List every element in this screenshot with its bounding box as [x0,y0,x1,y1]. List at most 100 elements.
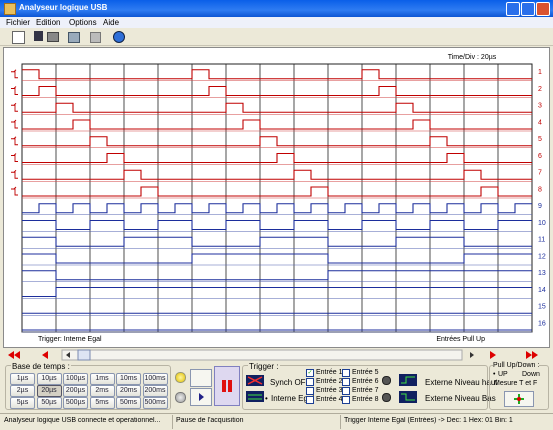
save-icon[interactable] [34,31,43,41]
scroll-right[interactable] [470,352,474,358]
channel-label: 3 [538,103,542,110]
app-icon [4,3,16,15]
checkbox-label[interactable]: Entrée 3 [316,387,343,394]
waveform [22,152,532,164]
scroll-left[interactable] [66,352,70,358]
play-icon [199,393,204,401]
icon-bg [399,374,417,386]
timebase-button[interactable]: 1µs [10,373,35,385]
timebase-button[interactable]: 5ms [89,397,115,409]
timebase-button[interactable]: 5µs [10,397,35,409]
waveform [22,169,532,180]
status-divider [340,415,341,429]
timebase-button[interactable]: 500ms [142,397,168,409]
checkbox-label[interactable]: Entrée 5 [352,369,379,376]
checkbox-label[interactable]: Entrée 7 [352,387,379,394]
ext-high-icon[interactable] [399,374,417,386]
first-button[interactable] [8,351,20,359]
timebase-button[interactable]: 100µs [63,373,88,385]
checkbox[interactable] [342,396,350,404]
pull-up[interactable]: UP [498,371,508,378]
info-icon[interactable] [113,31,125,43]
internal-icon[interactable] [246,391,264,402]
checkbox-label[interactable]: Entrée 6 [352,378,379,385]
timebase-button[interactable]: 50ms [116,397,141,409]
pause-button[interactable] [214,366,240,406]
timebase-button[interactable]: 2µs [10,385,35,397]
internal-label[interactable]: Interne Egal [271,394,315,403]
timebase-button[interactable]: 20µs [36,385,62,397]
menu-item[interactable]: Fichier [6,18,31,27]
waveform [22,85,532,97]
minimize-button[interactable] [506,2,520,16]
checkbox[interactable] [342,378,350,386]
ext-high[interactable]: Externe Niveau haut [425,378,498,387]
chip-icon[interactable] [90,32,101,43]
checkbox-label[interactable]: Entrée 1 [316,369,343,376]
menu-item[interactable]: Aide [103,18,120,27]
sync-off[interactable]: Synch OFF [270,378,311,387]
input-led [382,376,391,385]
status-bar: Analyseur logique USB connecte et operat… [0,413,553,430]
timebase-button[interactable]: 10µs [36,373,62,385]
prev-button[interactable] [42,351,48,359]
channel-label: 15 [538,304,546,311]
waveform [22,219,532,231]
timebase-button[interactable]: 20ms [116,385,141,397]
ext-low-icon[interactable] [399,391,417,403]
trigger-label: Trigger: Interne Egal [38,336,102,343]
checkbox-label[interactable]: Entrée 2 [316,378,343,385]
pull-down[interactable]: Down [522,371,540,378]
checkbox[interactable] [306,378,314,386]
next-button[interactable] [490,351,496,359]
channel-label: 1 [538,69,542,76]
timebase-button[interactable]: 2ms [89,385,115,397]
timebase-button[interactable]: 100ms [142,373,168,385]
timebase-button[interactable]: 500µs [63,397,88,409]
checkbox-label[interactable]: Entrée 4 [316,396,343,403]
copy-icon[interactable] [68,32,80,43]
checkbox[interactable] [306,387,314,395]
timebase-button[interactable]: 200ms [142,385,168,397]
measure-button[interactable] [504,391,534,407]
scroll-track[interactable] [61,349,463,361]
menu-item[interactable]: Edition [36,18,61,27]
timebase-button[interactable]: 50µs [36,397,62,409]
up-radio[interactable]: • [493,371,496,378]
trigger-icon [11,102,18,112]
checkbox-label[interactable]: Entrée 8 [352,396,379,403]
sync-off-icon[interactable] [246,375,264,386]
scope-panel [3,47,550,348]
checkbox[interactable] [342,387,350,395]
play-button[interactable] [190,388,212,406]
timebase-button[interactable]: 200µs [63,385,88,397]
single-button[interactable] [190,369,212,387]
last-button[interactable] [526,351,538,359]
title-bar: Analyseur logique USB [0,0,553,17]
status-divider [172,415,173,429]
channel-label: 13 [538,270,546,277]
scroll-thumb[interactable] [77,349,91,361]
internal-radio[interactable]: • [265,394,268,403]
trigger-icon [11,153,18,162]
trigger-icon [11,169,18,179]
timebase-button[interactable]: 1ms [89,373,115,385]
waveform [22,102,532,113]
scroll-bar [8,349,538,361]
checkbox[interactable]: ✓ [306,369,314,377]
menu-item[interactable]: Options [69,18,97,27]
pull-label: Entrées Pull Up [436,336,485,343]
waveform [22,136,532,147]
close-button[interactable] [536,2,550,16]
time-div: Time/Div : 20µs [448,54,497,61]
timebase-button[interactable]: 10ms [116,373,141,385]
trigger-title: Trigger : [248,362,280,371]
stop-led [175,392,186,403]
ext-low[interactable]: Externe Niveau Bas [425,394,496,403]
checkbox[interactable] [306,396,314,404]
checkbox[interactable] [342,369,350,377]
print-icon[interactable] [47,32,59,42]
open-icon[interactable] [12,31,25,44]
maximize-button[interactable] [521,2,535,16]
